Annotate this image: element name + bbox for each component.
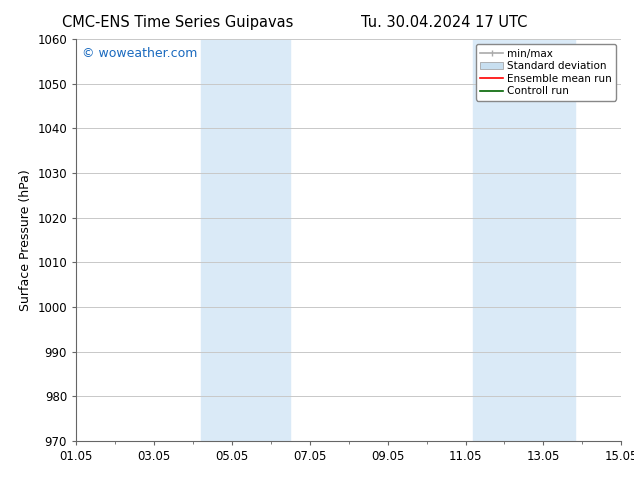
Bar — [201, 39, 232, 441]
Bar — [505, 39, 574, 441]
Text: Tu. 30.04.2024 17 UTC: Tu. 30.04.2024 17 UTC — [361, 15, 527, 30]
Text: CMC-ENS Time Series Guipavas: CMC-ENS Time Series Guipavas — [62, 15, 293, 30]
Bar — [474, 39, 505, 441]
Bar — [232, 39, 290, 441]
Y-axis label: Surface Pressure (hPa): Surface Pressure (hPa) — [19, 169, 32, 311]
Text: © woweather.com: © woweather.com — [82, 47, 197, 60]
Legend: min/max, Standard deviation, Ensemble mean run, Controll run: min/max, Standard deviation, Ensemble me… — [476, 45, 616, 100]
